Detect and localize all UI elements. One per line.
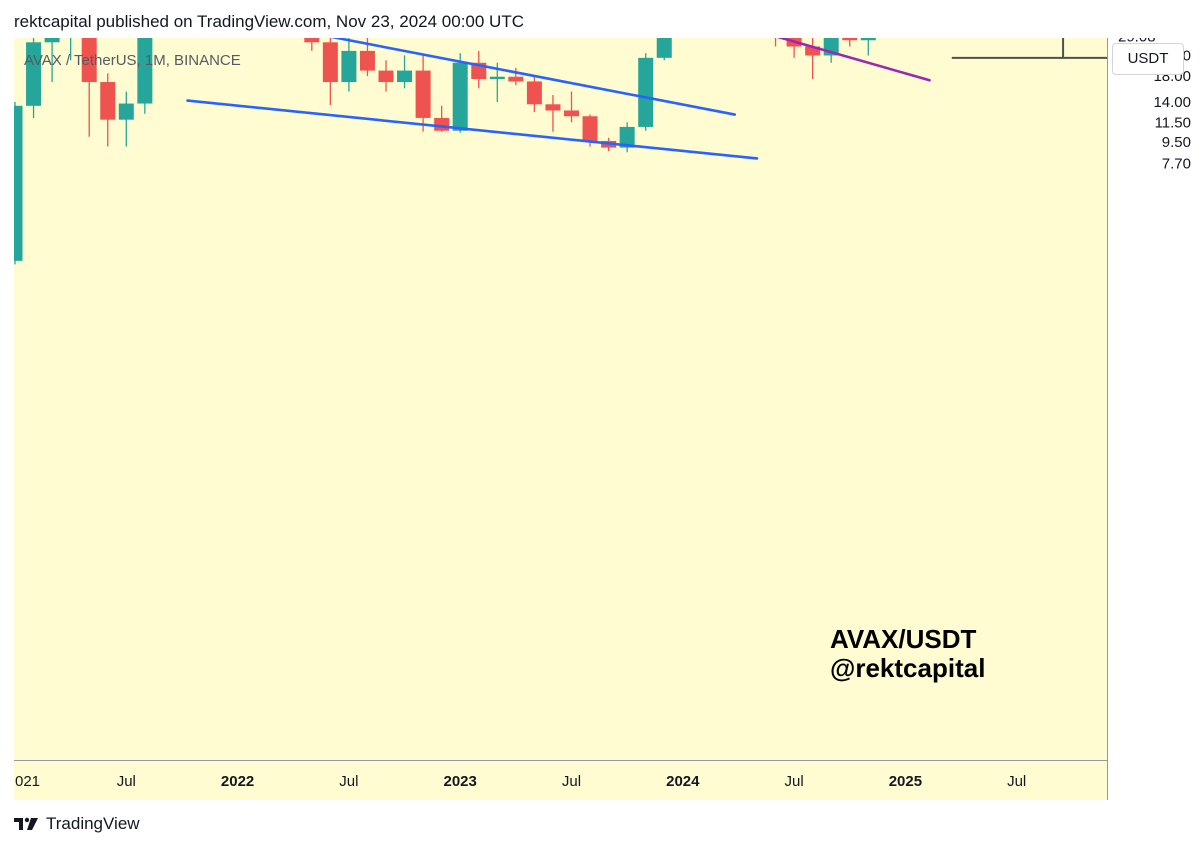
x-tick-label: Jul (339, 773, 358, 790)
x-tick-label: Jul (785, 773, 804, 790)
candle-body (137, 38, 153, 104)
chart-frame[interactable]: 21.56 (100.78%)140.00110.0090.0070.0058.… (14, 38, 1200, 800)
candle-body (44, 38, 60, 43)
candle-body (582, 116, 598, 141)
candles-group (14, 38, 876, 265)
candle-body (452, 62, 468, 131)
candle-body (434, 117, 450, 131)
candle-body (526, 81, 542, 105)
x-tick-label: 2024 (666, 773, 700, 790)
x-tick-label: 2023 (444, 773, 477, 790)
price-axis (1107, 38, 1200, 800)
candle-body (304, 38, 320, 43)
candle-body (100, 82, 116, 120)
tradingview-logo-icon (14, 817, 38, 830)
currency-button[interactable]: USDT (1112, 43, 1184, 75)
candle-body (415, 70, 431, 118)
candle-body (860, 38, 876, 41)
symbol-info: AVAX / TetherUS, 1M, BINANCE (24, 52, 241, 69)
candle-body (322, 42, 338, 83)
candle-body (378, 70, 394, 83)
x-tick-label: Jul (117, 773, 136, 790)
blue-channel-lower (186, 99, 759, 160)
candle-body (26, 42, 42, 106)
blue-channel-upper (330, 38, 737, 116)
partial-price-label: 29.08 (1118, 38, 1156, 46)
candle-body (14, 105, 23, 261)
y-tick-label: 7.70 (1162, 156, 1191, 173)
purple-downtrend-line (776, 38, 931, 82)
candle-body (489, 76, 505, 80)
footer-brand: TradingView (46, 814, 140, 833)
candle-body (397, 70, 413, 83)
time-axis (14, 760, 1107, 800)
candle-body (81, 38, 97, 83)
candle-body (359, 50, 375, 71)
candle-body (842, 38, 858, 41)
publisher-line: rektcapital published on TradingView.com… (14, 12, 524, 31)
x-tick-label: Jul (1007, 773, 1026, 790)
candlestick-chart[interactable]: 21.56 (100.78%)140.00110.0090.0070.0058.… (14, 38, 1200, 800)
watermark: AVAX/USDT @rektcapital (830, 625, 985, 683)
x-tick-label: 021 (15, 773, 40, 790)
candle-body (508, 76, 524, 82)
y-tick-label: 14.00 (1153, 94, 1191, 111)
y-tick-label: 9.50 (1162, 134, 1191, 151)
candle-body (118, 103, 134, 120)
candle-body (638, 57, 654, 127)
x-tick-label: 2025 (889, 773, 922, 790)
candle-body (545, 104, 561, 111)
plot-area (14, 38, 1107, 760)
y-tick-label: 11.50 (1155, 114, 1191, 131)
footer: TradingView (14, 812, 140, 836)
x-tick-label: 2022 (221, 773, 254, 790)
candle-body (564, 110, 579, 117)
x-tick-label: Jul (562, 773, 581, 790)
candle-body (656, 38, 672, 58)
candle-body (341, 50, 357, 83)
watermark-pair: AVAX/USDT (830, 624, 977, 654)
candle-body (619, 126, 635, 148)
watermark-author: @rektcapital (830, 653, 986, 683)
candle-body (805, 46, 821, 56)
